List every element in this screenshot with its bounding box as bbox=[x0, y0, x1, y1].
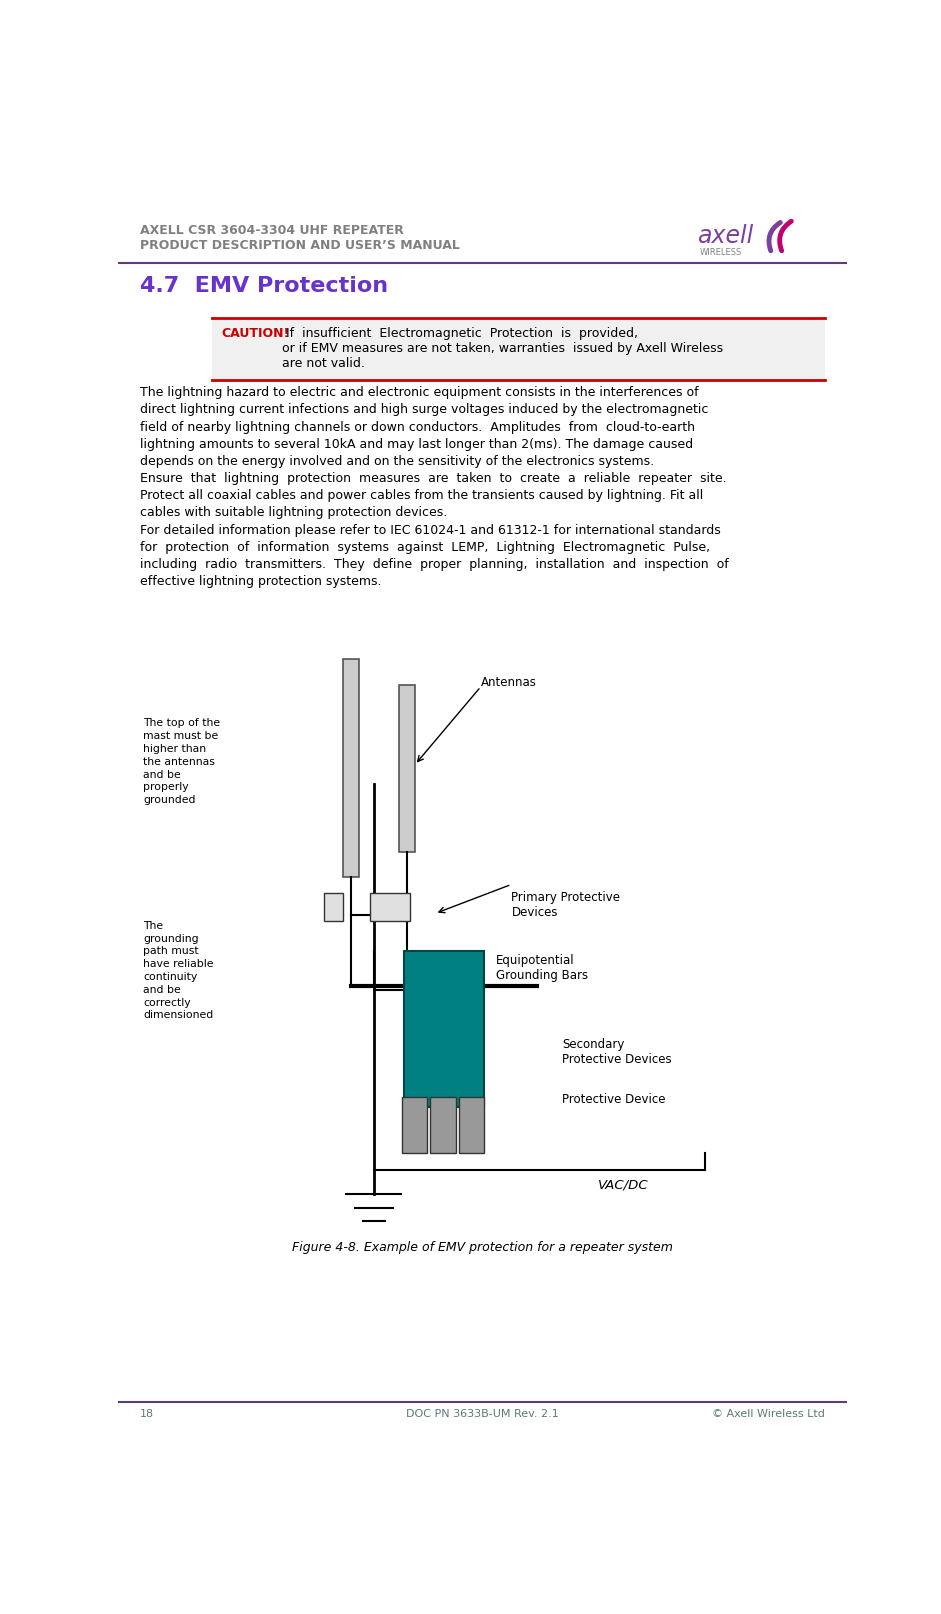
Text: The
grounding
path must
have reliable
continuity
and be
correctly
dimensioned: The grounding path must have reliable co… bbox=[143, 920, 214, 1020]
Text: For detailed information please refer to IEC 61024-1 and 61312-1 for internation: For detailed information please refer to… bbox=[139, 523, 720, 536]
Text: CAUTION!: CAUTION! bbox=[221, 326, 290, 339]
Text: 18: 18 bbox=[139, 1409, 153, 1419]
Text: 4.7  EMV Protection: 4.7 EMV Protection bbox=[139, 276, 388, 295]
Text: If  insufficient  Electromagnetic  Protection  is  provided,
or if EMV measures : If insufficient Electromagnetic Protecti… bbox=[281, 326, 723, 370]
Bar bbox=[458, 1098, 484, 1152]
Text: effective lightning protection systems.: effective lightning protection systems. bbox=[139, 575, 381, 587]
Text: AXELL CSR 3604-3304 UHF REPEATER: AXELL CSR 3604-3304 UHF REPEATER bbox=[139, 224, 404, 237]
Bar bbox=[370, 894, 410, 920]
Bar bbox=[402, 1098, 427, 1152]
Text: lightning amounts to several 10kA and may last longer than 2(ms). The damage cau: lightning amounts to several 10kA and ma… bbox=[139, 437, 693, 450]
FancyArrowPatch shape bbox=[769, 223, 780, 250]
Text: for  protection  of  information  systems  against  LEMP,  Lightning  Electromag: for protection of information systems ag… bbox=[139, 541, 710, 554]
Text: PRODUCT DESCRIPTION AND USER’S MANUAL: PRODUCT DESCRIPTION AND USER’S MANUAL bbox=[139, 239, 459, 252]
Bar bbox=[325, 894, 343, 920]
Text: The top of the
mast must be
higher than
the antennas
and be
properly
grounded: The top of the mast must be higher than … bbox=[143, 718, 220, 805]
Text: including  radio  transmitters.  They  define  proper  planning,  installation  : including radio transmitters. They defin… bbox=[139, 558, 728, 571]
Bar bbox=[343, 660, 359, 876]
Text: Primary Protective
Devices: Primary Protective Devices bbox=[512, 891, 620, 918]
Text: field of nearby lightning channels or down conductors.  Amplitudes  from  cloud-: field of nearby lightning channels or do… bbox=[139, 421, 694, 434]
Bar bbox=[399, 684, 415, 852]
Text: axell: axell bbox=[697, 224, 754, 249]
Text: Figure 4-8. Example of EMV protection for a repeater system: Figure 4-8. Example of EMV protection fo… bbox=[292, 1241, 673, 1254]
Bar bbox=[213, 318, 825, 379]
FancyArrowPatch shape bbox=[780, 221, 791, 250]
Text: direct lightning current infections and high surge voltages induced by the elect: direct lightning current infections and … bbox=[139, 404, 708, 416]
Text: Antennas: Antennas bbox=[481, 676, 536, 689]
Text: Protective Device: Protective Device bbox=[563, 1093, 666, 1106]
Text: Protect all coaxial cables and power cables from the transients caused by lightn: Protect all coaxial cables and power cab… bbox=[139, 489, 703, 502]
Text: DOC PN 3633B-UM Rev. 2.1: DOC PN 3633B-UM Rev. 2.1 bbox=[406, 1409, 559, 1419]
Text: VAC/DC: VAC/DC bbox=[598, 1178, 649, 1191]
Text: The lightning hazard to electric and electronic equipment consists in the interf: The lightning hazard to electric and ele… bbox=[139, 386, 698, 399]
Text: © Axell Wireless Ltd: © Axell Wireless Ltd bbox=[712, 1409, 825, 1419]
Bar bbox=[430, 1098, 455, 1152]
Text: depends on the energy involved and on the sensitivity of the electronics systems: depends on the energy involved and on th… bbox=[139, 455, 654, 468]
Text: Secondary
Protective Devices: Secondary Protective Devices bbox=[563, 1038, 672, 1067]
Text: WIRELESS: WIRELESS bbox=[699, 247, 742, 257]
Text: cables with suitable lightning protection devices.: cables with suitable lightning protectio… bbox=[139, 507, 447, 520]
Bar bbox=[405, 951, 485, 1107]
Text: Ensure  that  lightning  protection  measures  are  taken  to  create  a  reliab: Ensure that lightning protection measure… bbox=[139, 471, 726, 486]
Text: Equipotential
Grounding Bars: Equipotential Grounding Bars bbox=[496, 954, 588, 981]
